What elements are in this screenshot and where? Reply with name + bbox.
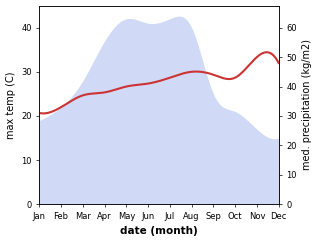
Y-axis label: max temp (C): max temp (C) [5, 71, 16, 139]
X-axis label: date (month): date (month) [120, 227, 198, 236]
Y-axis label: med. precipitation (kg/m2): med. precipitation (kg/m2) [302, 39, 313, 170]
